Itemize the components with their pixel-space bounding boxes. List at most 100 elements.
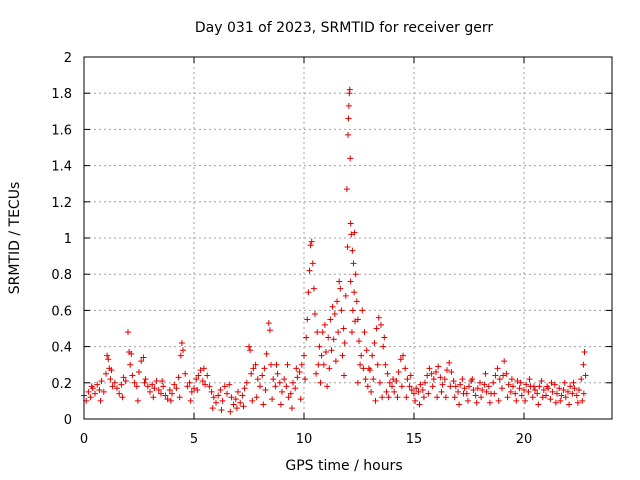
data-point	[351, 289, 358, 296]
data-point	[404, 376, 411, 383]
data-point	[261, 365, 268, 372]
data-point	[574, 399, 581, 406]
data-point	[512, 390, 519, 397]
data-point	[169, 390, 175, 397]
data-point	[114, 385, 120, 392]
data-point	[425, 390, 432, 397]
data-point	[374, 361, 381, 368]
y-tick-label: 0.2	[51, 377, 72, 392]
chart-title: Day 031 of 2023, SRMTID for receiver ger…	[195, 20, 493, 36]
data-point	[532, 387, 538, 394]
data-point	[334, 298, 340, 305]
data-point	[287, 390, 294, 397]
data-point	[250, 365, 257, 372]
data-point	[389, 383, 395, 390]
data-point	[371, 339, 378, 346]
data-point	[270, 376, 277, 383]
data-point	[452, 383, 459, 390]
data-point	[125, 329, 131, 336]
x-tick-labels: 0 5 10 15 20	[80, 432, 532, 447]
data-point	[105, 356, 112, 363]
data-point	[395, 368, 402, 375]
data-point	[347, 220, 354, 227]
data-point	[215, 392, 222, 399]
data-point	[304, 316, 311, 323]
data-point	[352, 271, 359, 278]
data-point	[328, 347, 335, 354]
data-point	[318, 352, 325, 359]
data-point	[354, 379, 361, 386]
data-point	[378, 321, 384, 328]
data-point	[237, 399, 244, 406]
data-point	[364, 383, 371, 390]
data-point	[92, 390, 98, 397]
data-point	[141, 379, 148, 386]
data-point	[466, 383, 472, 390]
data-point	[562, 394, 569, 401]
data-point	[340, 325, 347, 332]
data-point	[491, 390, 498, 397]
axis-ticks	[83, 56, 612, 420]
data-point	[324, 383, 331, 390]
data-point	[345, 115, 352, 122]
data-point	[341, 339, 348, 346]
data-point	[166, 387, 173, 394]
data-point	[417, 381, 424, 388]
data-point	[375, 314, 382, 321]
data-point	[85, 388, 92, 395]
data-point	[178, 339, 185, 346]
data-point	[120, 374, 127, 381]
data-point	[292, 385, 299, 392]
data-point	[246, 343, 252, 350]
data-point	[483, 388, 490, 395]
data-point	[257, 383, 263, 390]
data-point	[339, 352, 346, 359]
data-point	[97, 397, 104, 404]
data-point	[103, 370, 109, 377]
x-tick-label: 15	[406, 432, 423, 447]
data-point	[567, 383, 574, 390]
data-point	[219, 397, 226, 404]
data-point	[320, 361, 327, 368]
data-point	[247, 347, 254, 354]
data-point	[307, 242, 314, 249]
data-point	[516, 385, 523, 392]
data-point	[150, 394, 157, 401]
data-point	[191, 385, 197, 392]
data-point	[565, 388, 571, 395]
data-point	[158, 390, 164, 397]
data-point	[122, 377, 129, 384]
data-point	[224, 390, 230, 397]
data-point	[273, 361, 280, 368]
data-point	[118, 381, 125, 388]
data-point	[504, 394, 511, 401]
data-point	[461, 385, 468, 392]
data-point	[393, 377, 400, 384]
data-point	[313, 370, 320, 377]
data-point	[288, 405, 295, 412]
data-point	[482, 370, 489, 377]
data-point	[486, 399, 493, 406]
data-point	[434, 394, 441, 401]
data-point	[155, 387, 162, 394]
data-point	[402, 365, 409, 372]
data-point	[479, 387, 486, 394]
data-point	[171, 381, 178, 388]
data-point	[579, 397, 586, 404]
data-point	[347, 155, 354, 162]
data-point	[573, 392, 580, 399]
data-point	[438, 388, 445, 395]
data-point	[87, 394, 94, 401]
data-point	[140, 354, 147, 361]
data-point	[204, 372, 211, 379]
data-point	[144, 383, 151, 390]
data-point	[560, 387, 567, 394]
data-point	[570, 379, 577, 386]
data-point	[228, 394, 235, 401]
data-point	[272, 383, 279, 390]
data-point	[455, 388, 461, 395]
data-point	[416, 401, 423, 408]
data-point	[561, 379, 568, 386]
x-axis-label: GPS time / hours	[285, 458, 402, 474]
data-point	[510, 383, 516, 390]
